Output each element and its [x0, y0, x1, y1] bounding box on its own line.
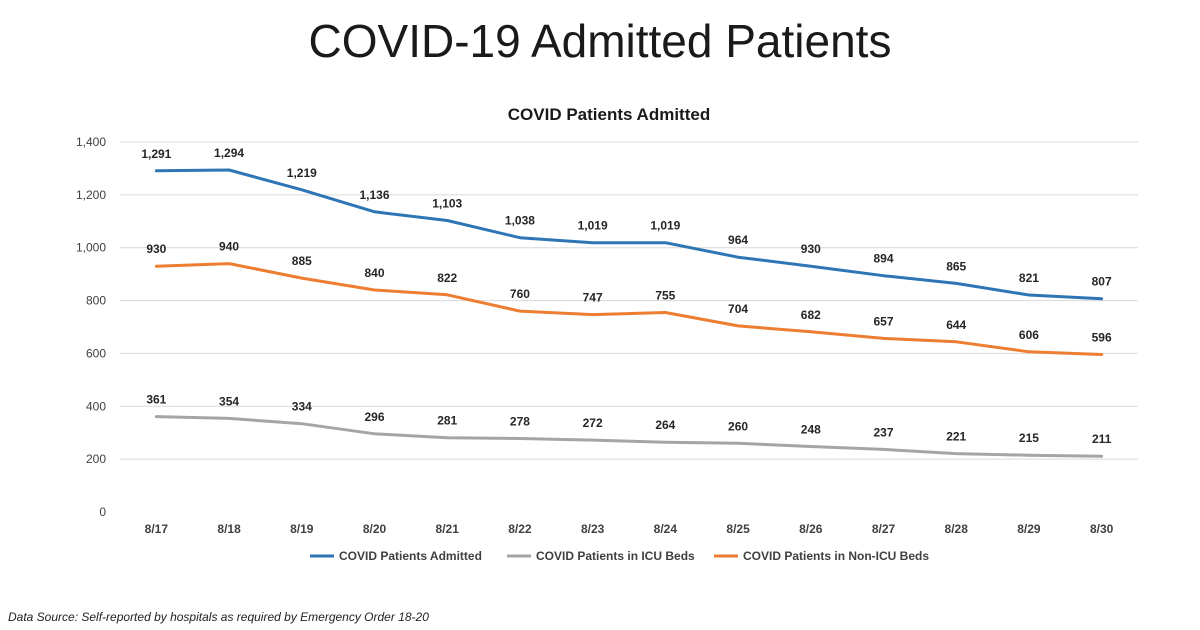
- y-tick-label: 200: [86, 452, 106, 466]
- data-label: 840: [364, 266, 384, 280]
- x-tick-label: 8/22: [508, 522, 532, 536]
- x-tick-label: 8/18: [217, 522, 241, 536]
- data-label: 894: [873, 252, 893, 266]
- data-label: 821: [1019, 271, 1039, 285]
- y-tick-label: 600: [86, 346, 106, 360]
- data-label: 278: [510, 415, 530, 429]
- data-label: 334: [292, 400, 312, 414]
- legend-item: COVID Patients Admitted: [310, 549, 482, 563]
- y-tick-label: 0: [99, 505, 106, 519]
- data-label: 964: [728, 233, 748, 247]
- data-label: 865: [946, 259, 966, 273]
- x-tick-label: 8/17: [145, 522, 169, 536]
- data-label: 704: [728, 302, 748, 316]
- data-label: 264: [655, 418, 675, 432]
- data-label: 1,038: [505, 214, 535, 228]
- data-label: 248: [801, 422, 821, 436]
- data-label: 930: [801, 242, 821, 256]
- data-label: 807: [1092, 275, 1112, 289]
- data-label: 237: [873, 425, 893, 439]
- data-label: 747: [583, 291, 603, 305]
- x-tick-label: 8/20: [363, 522, 387, 536]
- data-label: 211: [1092, 432, 1112, 446]
- data-label: 682: [801, 308, 821, 322]
- data-label: 930: [146, 242, 166, 256]
- data-label: 885: [292, 254, 312, 268]
- y-tick-label: 1,000: [76, 241, 106, 255]
- data-label: 296: [364, 410, 384, 424]
- data-label: 822: [437, 271, 457, 285]
- data-label: 354: [219, 394, 239, 408]
- legend-item: COVID Patients in Non-ICU Beds: [714, 549, 929, 563]
- data-label: 596: [1092, 330, 1112, 344]
- data-label: 361: [146, 393, 166, 407]
- gridlines: [120, 141, 1138, 460]
- x-tick-label: 8/23: [581, 522, 605, 536]
- x-tick-label: 8/25: [726, 522, 750, 536]
- x-tick-label: 8/30: [1090, 522, 1114, 536]
- data-label: 1,294: [214, 146, 244, 160]
- data-label: 260: [728, 419, 748, 433]
- x-tick-label: 8/26: [799, 522, 823, 536]
- series-line-2: [154, 415, 1104, 458]
- data-label: 657: [873, 314, 893, 328]
- data-label: 272: [583, 416, 603, 430]
- data-label: 281: [437, 414, 457, 428]
- x-tick-label: 8/19: [290, 522, 314, 536]
- x-tick-label: 8/28: [945, 522, 969, 536]
- legend: COVID Patients Admitted COVID Patients in…: [310, 549, 929, 563]
- y-tick-label: 800: [86, 294, 106, 308]
- y-tick-label: 400: [86, 399, 106, 413]
- x-tick-label: 8/21: [436, 522, 460, 536]
- legend-label: COVID Patients Admitted: [339, 549, 482, 563]
- x-axis: 8/17 8/18 8/19 8/20 8/21 8/22 8/23 8/24 8/25 8/26…: [145, 522, 1114, 536]
- y-tick-label: 1,400: [76, 135, 106, 149]
- data-labels: 1,291 1,294 1,219 1,136 1,103 1,038 1,019 1,019…: [141, 146, 1112, 446]
- chart-title: COVID Patients Admitted: [508, 105, 710, 124]
- data-label: 644: [946, 318, 966, 332]
- data-label: 1,103: [432, 196, 462, 210]
- data-label: 755: [655, 288, 675, 302]
- data-label: 221: [946, 430, 966, 444]
- x-tick-label: 8/24: [654, 522, 678, 536]
- y-axis: 0 200 400 600 800 1,000 1,200 1,400: [76, 135, 106, 519]
- x-tick-label: 8/27: [872, 522, 896, 536]
- series-line-3: [154, 262, 1104, 356]
- data-label: 1,019: [650, 219, 680, 233]
- series-lines: [154, 168, 1104, 458]
- data-label: 940: [219, 240, 239, 254]
- series-line-1: [154, 168, 1104, 301]
- data-label: 1,019: [578, 219, 608, 233]
- data-source-note: Data Source: Self-reported by hospitals …: [8, 610, 429, 624]
- data-label: 760: [510, 287, 530, 301]
- y-tick-label: 1,200: [76, 188, 106, 202]
- data-label: 1,136: [359, 188, 389, 202]
- slide-title: COVID-19 Admitted Patients: [308, 15, 892, 67]
- x-tick-label: 8/29: [1017, 522, 1041, 536]
- legend-label: COVID Patients in ICU Beds: [536, 549, 695, 563]
- data-label: 1,291: [141, 147, 171, 161]
- data-label: 606: [1019, 328, 1039, 342]
- legend-item: COVID Patients in ICU Beds: [507, 549, 695, 563]
- legend-label: COVID Patients in Non-ICU Beds: [743, 549, 929, 563]
- data-label: 215: [1019, 431, 1039, 445]
- data-label: 1,219: [287, 166, 317, 180]
